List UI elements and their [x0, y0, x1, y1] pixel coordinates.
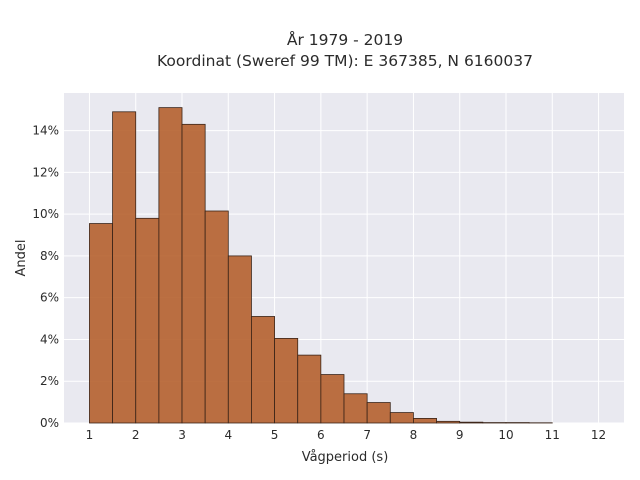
x-tick-label: 10: [498, 428, 513, 442]
bar-series: [89, 107, 553, 424]
histogram-bar: [158, 107, 183, 424]
histogram-bar: [343, 393, 368, 424]
histogram-bar: [413, 418, 437, 424]
y-axis-ticks: 0% 2% 4% 6% 8% 10% 12% 14%: [32, 124, 59, 430]
x-tick-label: 6: [317, 428, 325, 442]
y-tick-label: 12%: [32, 165, 59, 179]
x-tick-label: 9: [456, 428, 464, 442]
y-tick-label: 8%: [40, 249, 59, 263]
histogram-bar: [227, 255, 252, 424]
x-tick-label: 7: [363, 428, 371, 442]
y-axis-label: Andel: [14, 240, 29, 277]
x-tick-label: 1: [86, 428, 94, 442]
histogram-bar: [389, 412, 414, 424]
histogram-bar: [135, 217, 160, 424]
y-tick-label: 2%: [40, 374, 59, 388]
y-tick-label: 14%: [32, 124, 59, 138]
chart-title-line2: Koordinat (Sweref 99 TM): E 367385, N 61…: [157, 52, 533, 70]
histogram-bar: [297, 354, 322, 424]
histogram-bar: [274, 338, 299, 424]
x-tick-label: 2: [132, 428, 140, 442]
histogram-bar: [112, 111, 137, 424]
x-axis-label: Vågperiod (s): [302, 450, 389, 465]
chart-title-line1: År 1979 - 2019: [287, 30, 403, 49]
histogram-bar: [204, 210, 229, 424]
x-tick-label: 12: [591, 428, 606, 442]
x-tick-label: 4: [224, 428, 232, 442]
y-tick-label: 4%: [40, 332, 59, 346]
x-tick-label: 8: [410, 428, 418, 442]
x-tick-label: 3: [178, 428, 186, 442]
x-axis-ticks: 1 2 3 4 5 6 7 8 9 10 11 12: [86, 428, 607, 442]
histogram-bar: [181, 123, 206, 424]
x-tick-label: 11: [545, 428, 560, 442]
histogram-bar: [459, 421, 484, 424]
histogram-bar: [436, 420, 461, 424]
y-tick-label: 6%: [40, 291, 59, 305]
histogram-bar: [320, 374, 345, 424]
y-tick-label: 0%: [40, 416, 59, 430]
y-tick-label: 10%: [32, 207, 59, 221]
histogram-bar: [366, 402, 391, 424]
histogram-bar: [89, 223, 113, 424]
x-tick-label: 5: [271, 428, 279, 442]
histogram-bar: [251, 316, 275, 424]
